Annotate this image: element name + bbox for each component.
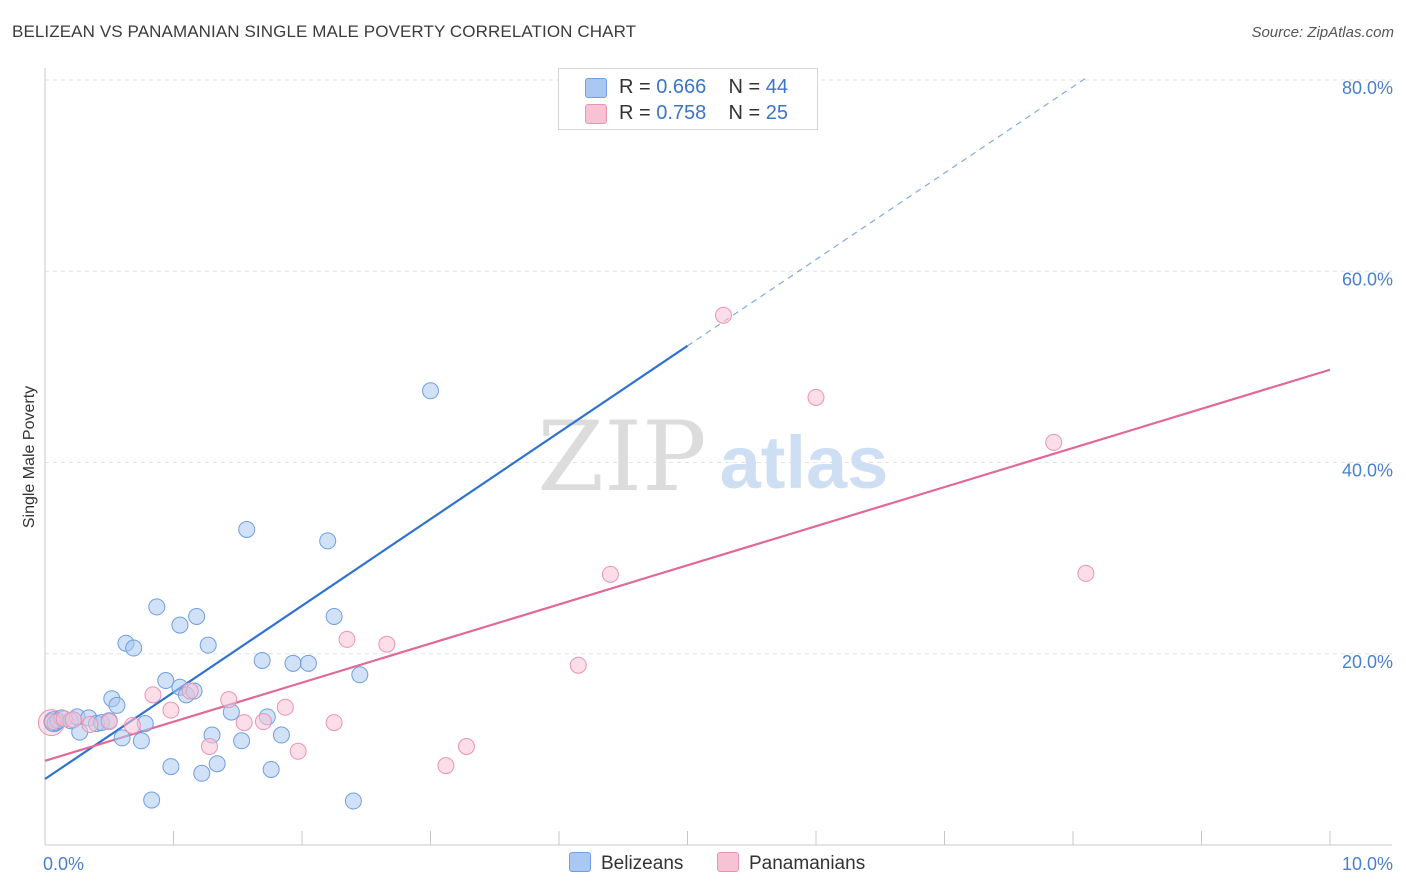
trend-line-belizeans-extension: [687, 77, 1087, 347]
point-panamanians: [181, 682, 199, 700]
legend-text-panamanians: R = 0.758 N = 25: [619, 102, 788, 125]
point-belizeans: [125, 639, 143, 657]
point-belizeans: [143, 791, 161, 809]
point-belizeans: [132, 732, 150, 750]
point-belizeans: [344, 792, 362, 810]
point-belizeans: [238, 520, 256, 538]
point-panamanians: [807, 388, 825, 406]
point-panamanians: [338, 630, 356, 648]
point-panamanians: [289, 742, 307, 760]
x-tick-label: 0.0%: [43, 854, 84, 874]
grid-lines: [45, 79, 1392, 655]
panamanians-swatch: [585, 104, 607, 124]
point-panamanians: [162, 701, 180, 719]
point-belizeans: [193, 764, 211, 782]
point-belizeans: [253, 651, 271, 669]
point-panamanians: [569, 656, 587, 674]
legend-item-belizeans[interactable]: Belizeans: [569, 852, 683, 875]
chart-title: BELIZEAN VS PANAMANIAN SINGLE MALE POVER…: [12, 22, 637, 41]
legend-label-panamanians: Panamanians: [749, 853, 866, 874]
chart-source: Source: ZipAtlas.com: [1251, 24, 1394, 41]
belizeans-swatch: [585, 78, 607, 98]
point-belizeans: [262, 760, 280, 778]
point-belizeans: [422, 382, 439, 400]
point-panamanians: [100, 713, 118, 731]
point-panamanians: [1045, 433, 1063, 451]
point-panamanians: [123, 716, 141, 734]
point-panamanians: [378, 635, 396, 653]
point-panamanians: [437, 757, 455, 775]
axes: [44, 68, 1392, 846]
point-belizeans: [162, 758, 180, 776]
y-tick-label: 60.0%: [1342, 269, 1393, 289]
trend-lines: [44, 77, 1331, 780]
n-value: 25: [765, 102, 789, 124]
point-belizeans: [113, 729, 131, 747]
watermark-atlas: atlas: [720, 421, 889, 504]
point-belizeans: [325, 607, 343, 625]
panamanians-swatch: [717, 852, 739, 872]
point-belizeans: [148, 598, 166, 616]
point-panamanians: [457, 738, 475, 756]
trend-line-belizeans: [44, 344, 689, 780]
point-belizeans: [171, 616, 189, 634]
point-panamanians: [144, 686, 162, 704]
point-panamanians: [1077, 564, 1095, 582]
point-panamanians: [254, 713, 272, 731]
r-value: 0.758: [656, 102, 707, 124]
r-label: R =: [619, 76, 657, 98]
point-belizeans: [208, 755, 226, 773]
x-tick-label: 10.0%: [1342, 854, 1393, 874]
point-panamanians: [220, 691, 238, 709]
y-tick-label: 40.0%: [1342, 461, 1393, 481]
legend-text-belizeans: R = 0.666 N = 44: [619, 76, 788, 99]
point-panamanians: [714, 306, 732, 324]
point-panamanians: [276, 698, 294, 716]
point-belizeans: [199, 636, 217, 654]
watermark-zip: ZIP: [537, 401, 706, 513]
point-belizeans: [188, 607, 206, 625]
point-panamanians: [601, 565, 619, 583]
n-value: 44: [765, 76, 789, 98]
point-panamanians: [64, 711, 82, 729]
point-belizeans: [108, 696, 126, 714]
y-tick-label: 20.0%: [1342, 652, 1393, 672]
point-panamanians: [81, 716, 99, 734]
point-belizeans: [319, 532, 337, 550]
point-panamanians: [325, 714, 343, 732]
data-points: [37, 306, 1095, 810]
y-axis-label: Single Male Poverty: [21, 386, 38, 528]
correlation-legend: R = 0.666 N = 44 R = 0.758 N = 25: [558, 68, 818, 130]
tick-labels: 20.0% 40.0% 60.0% 80.0% 0.0% 10.0%: [43, 78, 1393, 874]
point-belizeans: [157, 672, 175, 690]
point-belizeans: [299, 654, 317, 672]
n-label: N =: [728, 76, 766, 98]
r-value: 0.666: [656, 76, 707, 98]
point-belizeans: [351, 666, 369, 684]
point-belizeans: [272, 726, 290, 744]
belizeans-swatch: [569, 852, 591, 872]
point-panamanians: [235, 714, 253, 732]
point-panamanians: [200, 738, 218, 756]
point-belizeans: [284, 654, 302, 672]
legend-item-panamanians[interactable]: Panamanians: [717, 852, 865, 875]
r-label: R =: [619, 102, 657, 124]
y-tick-label: 80.0%: [1342, 78, 1393, 98]
point-belizeans: [233, 732, 251, 750]
trend-line-panamanians: [44, 368, 1331, 762]
legend-label-belizeans: Belizeans: [601, 853, 684, 874]
n-label: N =: [728, 102, 766, 124]
